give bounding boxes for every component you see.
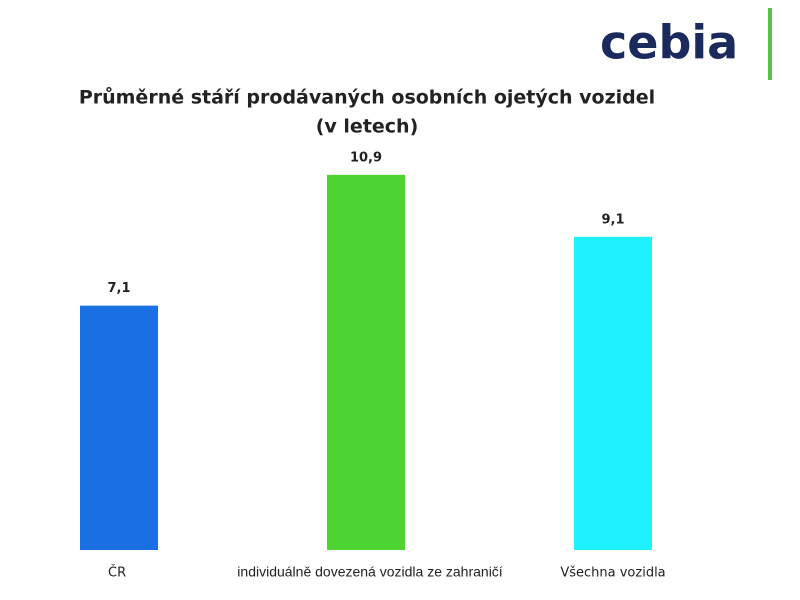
bar <box>327 174 405 550</box>
x-tick-label: ČR <box>108 565 126 581</box>
x-tick-label: individuálně dovezená vozidla ze zahrani… <box>237 564 503 580</box>
value-label: 9,1 <box>601 212 624 227</box>
chart-subtitle: (v letech) <box>316 116 419 138</box>
x-tick-label: Všechna vozidla <box>560 566 665 581</box>
bar <box>574 236 652 550</box>
chart-title: Průměrné stáří prodávaných osobních ojet… <box>79 86 655 109</box>
value-label: 7,1 <box>107 281 130 296</box>
value-label: 10,9 <box>350 150 382 165</box>
bar <box>80 305 158 550</box>
logo: cebia <box>600 16 738 70</box>
